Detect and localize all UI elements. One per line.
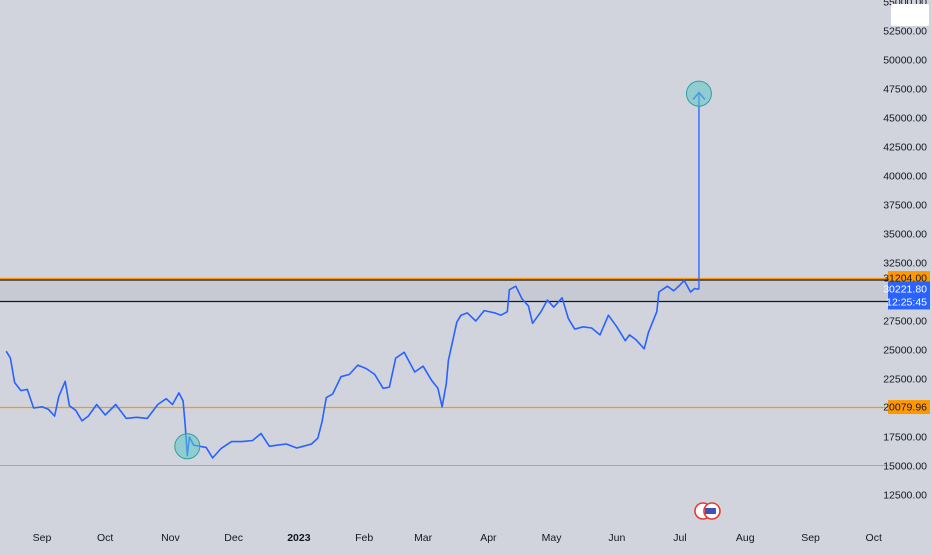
y-tick-label: 22500.00 [883,374,927,386]
y-tick-label: 47500.00 [883,84,927,96]
x-tick-label: Jun [608,532,625,544]
level-label-3: 20079.96 [883,402,927,414]
zone-band [0,278,888,301]
y-tick-label: 52500.00 [883,26,927,38]
series-line-0 [5,279,700,459]
x-tick-label: Sep [801,532,820,544]
y-tick-label: 45000.00 [883,113,927,125]
y-tick-label: 17500.00 [883,432,927,444]
y-tick-label: 15000.00 [883,461,927,473]
horizontal-levels [0,277,888,466]
price-axis[interactable]: 52500.00 50000.00 47500.00 45000.00 42500.00… [883,0,930,502]
x-tick-label: Aug [736,532,755,544]
y-tick-label: 42500.00 [883,142,927,154]
marker-circle-1[interactable] [685,80,712,107]
last-price-value: 30221.80 [883,283,927,295]
x-tick-label: Dec [224,532,243,544]
overlays [694,502,721,520]
markers [174,80,712,460]
time-axis[interactable]: Sep Oct Nov Dec 2023 Feb Mar Apr May Jun Jul Aug Sep… [33,532,882,544]
y-tick-label: 37500.00 [883,200,927,212]
y-tick-label: 35000.00 [883,229,927,241]
top-badge [891,4,929,26]
x-tick-label: Oct [866,532,882,544]
x-tick-label: Mar [414,532,433,544]
y-tick-label: 50000.00 [883,55,927,67]
x-tick-label: Feb [355,532,373,544]
event-badge-flag-icon [704,508,716,514]
y-tick-label: 12500.00 [883,490,927,502]
marker-circle-0[interactable] [174,433,201,460]
support-resistance-zone [0,278,888,301]
y-tick-label: 40000.00 [883,171,927,183]
x-tick-label: Apr [480,532,497,544]
x-tick-label: Nov [161,532,180,544]
x-tick-label: May [542,532,563,544]
y-tick-label: 27500.00 [883,316,927,328]
level-label-bg-3 [888,400,930,415]
x-tick-label: Sep [33,532,52,544]
y-tick-label: 32500.00 [883,258,927,270]
x-tick-label: Oct [97,532,113,544]
y-tick-label: 25000.00 [883,345,927,357]
x-tick-label: 2023 [287,532,311,544]
last-price-countdown: 12:25:45 [886,296,927,308]
x-tick-label: Jul [673,532,686,544]
last-price-label-bg [888,281,930,310]
